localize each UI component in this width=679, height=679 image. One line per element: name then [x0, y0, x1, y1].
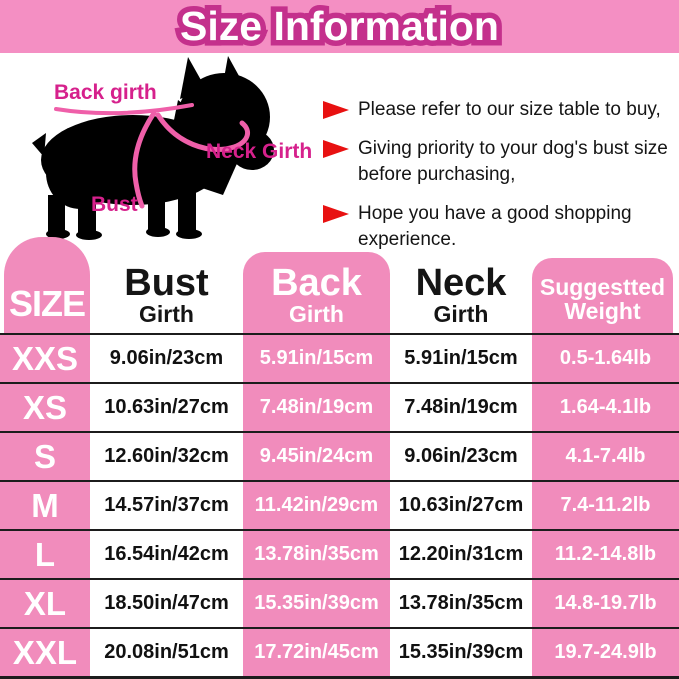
column-header-neck-main: Neck	[415, 261, 507, 304]
table-row-xs: XS 10.63in/27cm 7.48in/19cm 7.48in/19cm …	[0, 382, 679, 431]
bust-cell: 18.50in/47cm	[90, 580, 243, 627]
column-header-bust-main: Bust	[124, 261, 209, 304]
weight-cell: 11.2-14.8lb	[554, 543, 657, 565]
column-header-back-main: Back	[271, 261, 362, 304]
page-title-text: Size Information	[180, 3, 499, 49]
column-header-neck-girth: Neck Girth	[390, 237, 532, 333]
back-cell: 5.91in/15cm	[259, 347, 374, 369]
weight-cell: 19.7-24.9lb	[554, 641, 657, 663]
dog-silhouette-illustration	[32, 56, 274, 240]
bust-label: Bust	[91, 193, 138, 216]
back-cell: 7.48in/19cm	[259, 396, 374, 418]
table-row-s: S 12.60in/32cm 9.45in/24cm 9.06in/23cm 4…	[0, 431, 679, 480]
note-line: Hope you have a good shopping	[358, 203, 632, 224]
table-row-xxs: XXS 9.06in/23cm 5.91in/15cm 5.91in/15cm …	[0, 333, 679, 382]
size-cell: M	[31, 486, 59, 524]
bust-cell: 14.57in/37cm	[90, 482, 243, 529]
neck-cell: 12.20in/31cm	[390, 531, 532, 578]
back-cell: 15.35in/39cm	[254, 592, 379, 614]
dog-front-leg-near	[178, 190, 196, 235]
note-line: Giving priority to your dog's bust size	[358, 138, 668, 159]
flag-bullet-icon	[323, 101, 349, 119]
dog-front-leg-far	[148, 185, 165, 233]
dog-rear-thigh	[46, 137, 114, 209]
column-header-suggested-weight: Suggestted Weight	[532, 258, 673, 333]
note-text: Hope you have a good shopping experience…	[358, 201, 632, 253]
size-cell: XL	[23, 584, 67, 622]
dog-rear-foot-near	[76, 230, 102, 240]
note-text: Please refer to our size table to buy,	[358, 97, 661, 123]
back-cell: 13.78in/35cm	[254, 543, 379, 565]
bust-cell: 9.06in/23cm	[90, 335, 243, 382]
column-header-back-girth: Back Girth	[243, 252, 390, 333]
back-cell: 9.45in/24cm	[259, 445, 374, 467]
size-table-body: XXS 9.06in/23cm 5.91in/15cm 5.91in/15cm …	[0, 333, 679, 679]
dog-rear-foot-far	[46, 229, 70, 239]
weight-cell: 1.64-4.1lb	[559, 396, 652, 418]
weight-cell: 7.4-11.2lb	[560, 494, 651, 516]
back-girth-underline	[54, 103, 194, 116]
neck-cell: 7.48in/19cm	[390, 384, 532, 431]
page-title-outline: Size Information	[175, 0, 505, 52]
column-header-bust-girth: Bust Girth	[90, 237, 243, 333]
flag-bullet-icon	[323, 140, 349, 158]
column-header-back-sub: Girth	[289, 300, 344, 327]
harness-bust-strap	[132, 110, 157, 209]
flag-bullet-icon	[323, 205, 349, 223]
weight-cell: 14.8-19.7lb	[554, 592, 657, 614]
note-line: before purchasing,	[358, 164, 516, 185]
neck-cell: 5.91in/15cm	[390, 335, 532, 382]
dog-rear-leg-near	[78, 200, 96, 236]
dog-rear-leg-far	[48, 195, 65, 235]
dog-tail	[32, 133, 46, 157]
column-header-neck-sub: Girth	[433, 300, 489, 327]
weight-cell: 0.5-1.64lb	[559, 347, 652, 369]
dog-front-foot-near	[176, 229, 202, 239]
column-header-weight-line1: Suggestted	[539, 274, 666, 301]
neck-girth-label: Neck Girth	[206, 140, 313, 163]
column-header-weight-line2: Weight	[564, 297, 641, 324]
back-cell: 17.72in/45cm	[254, 641, 379, 663]
size-table: SIZE Bust Girth Back Girth Neck Girth Su…	[0, 237, 679, 679]
bust-cell: 12.60in/32cm	[90, 433, 243, 480]
back-cell: 11.42in/29cm	[254, 494, 379, 516]
size-cell: XS	[22, 388, 68, 426]
weight-cell: 4.1-7.4lb	[565, 445, 646, 467]
note-line: Please refer to our size table to buy,	[358, 99, 661, 120]
neck-cell: 9.06in/23cm	[390, 433, 532, 480]
table-row-m: M 14.57in/37cm 11.42in/29cm 10.63in/27cm…	[0, 480, 679, 529]
neck-cell: 13.78in/35cm	[390, 580, 532, 627]
size-table-header: SIZE Bust Girth Back Girth Neck Girth Su…	[0, 237, 679, 333]
table-row-l: L 16.54in/42cm 13.78in/35cm 12.20in/31cm…	[0, 529, 679, 578]
size-cell: L	[34, 535, 56, 573]
column-header-size: SIZE	[4, 237, 90, 333]
neck-cell: 15.35in/39cm	[390, 629, 532, 676]
harness-neck-strap	[155, 112, 251, 152]
size-cell: S	[33, 437, 56, 475]
bust-cell: 10.63in/27cm	[90, 384, 243, 431]
column-header-size-label: SIZE	[8, 283, 86, 324]
measurement-diagram-section: Back girth Neck Girth Bust Please refer …	[0, 53, 679, 250]
bust-cell: 16.54in/42cm	[90, 531, 243, 578]
neck-cell: 10.63in/27cm	[390, 482, 532, 529]
table-row-xxl: XXL 20.08in/51cm 17.72in/45cm 15.35in/39…	[0, 627, 679, 676]
page-title: Size Information Size Information	[175, 0, 505, 52]
dog-front-foot-far	[146, 227, 170, 237]
bust-cell: 20.08in/51cm	[90, 629, 243, 676]
back-girth-label: Back girth	[54, 81, 157, 104]
column-header-bust-sub: Girth	[139, 300, 194, 327]
note-item: Please refer to our size table to buy,	[323, 97, 673, 123]
harness-lines	[54, 103, 251, 209]
size-cell: XXL	[12, 633, 78, 671]
note-line: experience.	[358, 229, 457, 250]
note-text: Giving priority to your dog's bust size …	[358, 136, 668, 188]
table-row-xl: XL 18.50in/47cm 15.35in/39cm 13.78in/35c…	[0, 578, 679, 627]
title-banner: Size Information Size Information	[0, 0, 679, 53]
dog-muzzle	[230, 130, 274, 170]
note-item: Hope you have a good shopping experience…	[323, 201, 673, 253]
note-item: Giving priority to your dog's bust size …	[323, 136, 673, 188]
size-cell: XXS	[11, 339, 79, 377]
shopping-notes-list: Please refer to our size table to buy, G…	[323, 97, 673, 266]
